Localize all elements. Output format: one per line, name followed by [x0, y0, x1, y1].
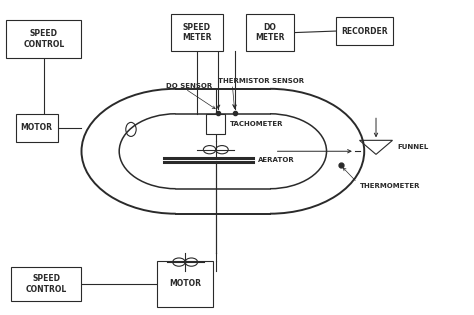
Text: DO SENSOR: DO SENSOR [166, 83, 212, 89]
FancyBboxPatch shape [157, 261, 213, 307]
Text: MOTOR: MOTOR [169, 279, 201, 289]
Text: MOTOR: MOTOR [21, 123, 53, 132]
Text: RECORDER: RECORDER [341, 26, 388, 36]
Text: DO
METER: DO METER [255, 23, 285, 42]
Text: FUNNEL: FUNNEL [397, 144, 428, 150]
FancyBboxPatch shape [171, 14, 223, 51]
Text: SPEED
CONTROL: SPEED CONTROL [26, 274, 67, 294]
FancyBboxPatch shape [16, 114, 58, 142]
Text: TACHOMETER: TACHOMETER [230, 121, 283, 127]
Text: AERATOR: AERATOR [258, 157, 295, 163]
Text: THERMISTOR SENSOR: THERMISTOR SENSOR [218, 78, 304, 84]
Text: SPEED
METER: SPEED METER [182, 23, 212, 42]
FancyBboxPatch shape [6, 20, 82, 58]
FancyBboxPatch shape [246, 14, 293, 51]
FancyBboxPatch shape [336, 17, 392, 45]
Text: SPEED
CONTROL: SPEED CONTROL [23, 29, 64, 49]
FancyBboxPatch shape [11, 267, 82, 301]
FancyBboxPatch shape [206, 114, 225, 134]
Text: THERMOMETER: THERMOMETER [359, 183, 420, 189]
